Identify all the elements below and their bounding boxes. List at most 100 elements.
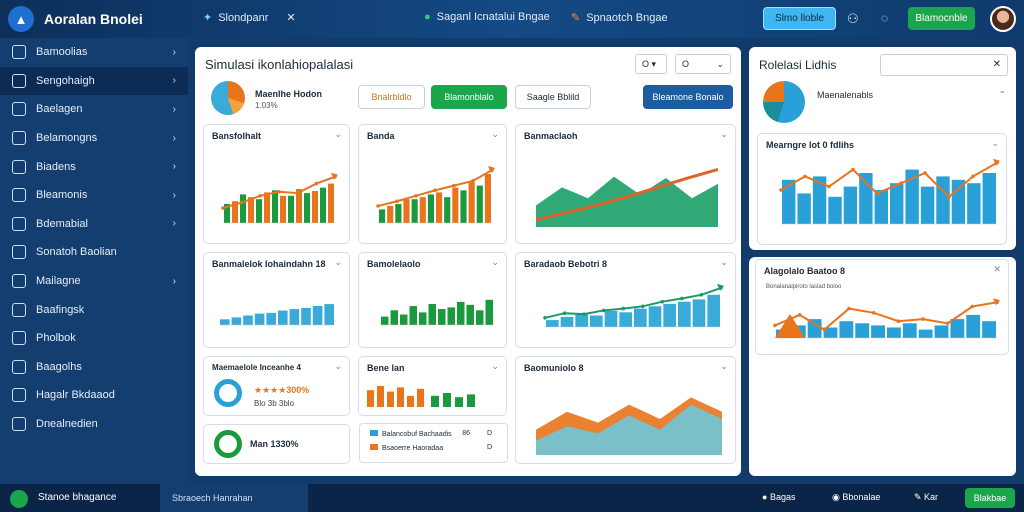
sidebar-item-label: Baafingsk xyxy=(36,303,85,316)
legend-swatch xyxy=(370,430,378,436)
bar xyxy=(902,323,917,338)
sidebar-item-10[interactable]: Pholbok xyxy=(0,324,188,353)
chart-card-2[interactable]: Banmaclaoh ⌄ xyxy=(515,124,736,244)
sidebar-item-13[interactable]: Dnealnedien xyxy=(0,410,188,439)
close-icon[interactable]: ✕ xyxy=(992,59,1001,70)
button-b[interactable]: Blamonblalo xyxy=(431,85,507,109)
bar xyxy=(395,203,402,223)
chart-card-0[interactable]: Bansfolhalt ⌄ xyxy=(203,124,350,244)
right-chart-card-2[interactable]: Alagolalo Baatoo 8 Bonalanalpiroto laslad… xyxy=(755,259,1009,355)
sidebar-item-4[interactable]: Biadens › xyxy=(0,152,188,181)
chart-card-6[interactable]: Maemaelole Inceanhe 4 ⌄ ★★★★300% Blo 3b 3bl… xyxy=(203,356,350,416)
chevron-down-icon[interactable]: ⌄ xyxy=(998,85,1006,95)
chart-card-7[interactable]: Bene lan ⌄ Balancobuf Bachaadis 86 D Bsaoerre… xyxy=(358,356,508,463)
chevron-down-icon[interactable]: ⌄ xyxy=(491,129,499,139)
select-b[interactable]: O ⌄ xyxy=(675,54,731,74)
bar xyxy=(476,310,484,325)
chevron-right-icon: › xyxy=(172,189,176,201)
chevron-down-icon[interactable]: ⌄ xyxy=(720,361,728,371)
sidebar-item-3[interactable]: Belamongns › xyxy=(0,124,188,153)
sidebar-item-8[interactable]: Mailagne › xyxy=(0,267,188,296)
tab-main[interactable]: ✦ Slondpanr ✕ xyxy=(203,11,296,25)
bar xyxy=(436,192,443,223)
sidebar-icon xyxy=(12,159,26,174)
chevron-right-icon: › xyxy=(172,275,176,287)
legend-item[interactable]: Balancobuf Bachaadis 86 D xyxy=(370,430,500,438)
chevron-down-icon[interactable]: ⌄ xyxy=(720,129,728,139)
legend-item[interactable]: Bsaoerre Haoradaa D xyxy=(370,444,500,452)
select-a[interactable]: O ▾ xyxy=(635,54,667,74)
sidebar-item-5[interactable]: Bleamonis › xyxy=(0,181,188,210)
line-point xyxy=(376,204,380,208)
topbar-item-2[interactable]: ✎ Spnaotch Bngae xyxy=(571,11,668,25)
bottom-button[interactable]: Blakbae xyxy=(965,488,1015,508)
sidebar-item-12[interactable]: Hagalr Bkdaaod xyxy=(0,381,188,410)
bottom-item-3[interactable]: ✎ Kar xyxy=(914,492,939,502)
right-search-input[interactable]: ✕ xyxy=(880,54,1008,76)
line-point xyxy=(970,304,975,309)
chart-legend: Balancobuf Bachaadis 86 D Bsaoerre Haoradaa… xyxy=(359,423,508,463)
button-d[interactable]: Bleamone Bonalo xyxy=(643,85,733,109)
card-title: Bamolelaolo xyxy=(367,259,421,269)
arrow-head xyxy=(488,165,495,173)
primary-button[interactable]: Slmo lloble xyxy=(763,7,836,30)
chevron-down-icon[interactable]: ⌄ xyxy=(334,361,342,371)
close-icon[interactable]: ✕ xyxy=(286,12,296,24)
close-icon[interactable]: ✕ xyxy=(993,264,1001,274)
bar xyxy=(304,193,310,223)
sidebar-item-0[interactable]: Bamoolias › xyxy=(0,38,188,67)
line-point xyxy=(875,191,879,196)
sidebar-item-11[interactable]: Baagolhs xyxy=(0,353,188,382)
chevron-down-icon[interactable]: ⌄ xyxy=(491,361,499,371)
card-title: Maemaelole Inceanhe 4 xyxy=(212,363,301,372)
green-button[interactable]: Blamocnble xyxy=(908,7,975,30)
chat-icon[interactable]: ◌ xyxy=(881,11,889,25)
avatar[interactable] xyxy=(990,6,1016,32)
chart-card-8[interactable]: Baomuniolo 8 ⌄ xyxy=(515,356,736,464)
sidebar-item-9[interactable]: Baafingsk xyxy=(0,295,188,324)
sidebar-item-label: Baelagen xyxy=(36,103,83,116)
chevron-down-icon[interactable]: ⌄ xyxy=(334,257,342,267)
line-point xyxy=(923,171,927,175)
right-chart-card[interactable]: Mearngre lot 0 fdlihs ⌄ xyxy=(757,133,1007,245)
chart-card-5[interactable]: Baradaob Bebotri 8 ⌄ xyxy=(515,252,736,348)
sidebar-item-1[interactable]: Sengohaigh › xyxy=(0,66,188,96)
bar xyxy=(381,316,389,325)
chevron-down-icon[interactable]: ⌄ xyxy=(720,257,728,267)
chart-card-3[interactable]: Banmalelok Iohaindahn 18 ⌄ xyxy=(203,252,350,348)
bar xyxy=(312,306,323,325)
bar xyxy=(951,179,966,224)
bottom-item-2[interactable]: ◉ Bbonalae xyxy=(832,492,881,502)
button-a[interactable]: Bnalrbldlo xyxy=(358,85,425,109)
bar xyxy=(466,304,474,325)
line-point xyxy=(582,312,586,316)
bottom-tab[interactable]: Sbraoech Hanrahan xyxy=(160,484,308,512)
bottom-item-1[interactable]: ● Bagas xyxy=(762,492,796,502)
topbar-item-1-label: Saganl Icnatalui Bngae xyxy=(436,11,550,23)
app-logo[interactable]: ▲ Aoralan Bnolei xyxy=(8,6,198,32)
sidebar-item-7[interactable]: Sonatoh Baolian xyxy=(0,238,188,267)
topbar-item-2-label: Spnaotch Bngae xyxy=(586,11,668,24)
button-c[interactable]: Saagle Bblild xyxy=(515,85,591,109)
bar xyxy=(397,387,404,407)
chevron-down-icon[interactable]: ⌄ xyxy=(991,138,999,148)
bar xyxy=(224,203,230,223)
chart-card-1[interactable]: Banda ⌄ xyxy=(358,124,507,244)
line-point xyxy=(640,304,645,309)
chevron-down-icon[interactable]: ⌄ xyxy=(491,257,499,267)
sidebar-item-6[interactable]: Bdemabial › xyxy=(0,210,188,239)
line-point xyxy=(773,323,777,328)
sidebar-icon xyxy=(12,417,26,432)
card-title: Man 1330% xyxy=(250,439,299,449)
topbar-item-1[interactable]: ● Saganl Icnatalui Bngae xyxy=(424,11,550,23)
users-icon[interactable]: ⚇ xyxy=(847,11,859,26)
bar xyxy=(427,194,434,223)
sidebar-item-2[interactable]: Baelagen › xyxy=(0,95,188,124)
chart-card-4[interactable]: Bamolelaolo ⌄ xyxy=(358,252,507,348)
bar xyxy=(918,329,933,338)
bar xyxy=(447,307,455,325)
line-point xyxy=(827,184,831,189)
chart-card-9[interactable]: Man 1330%⌄ xyxy=(203,424,350,464)
chevron-down-icon[interactable]: ⌄ xyxy=(334,129,342,139)
line-point xyxy=(847,306,851,311)
